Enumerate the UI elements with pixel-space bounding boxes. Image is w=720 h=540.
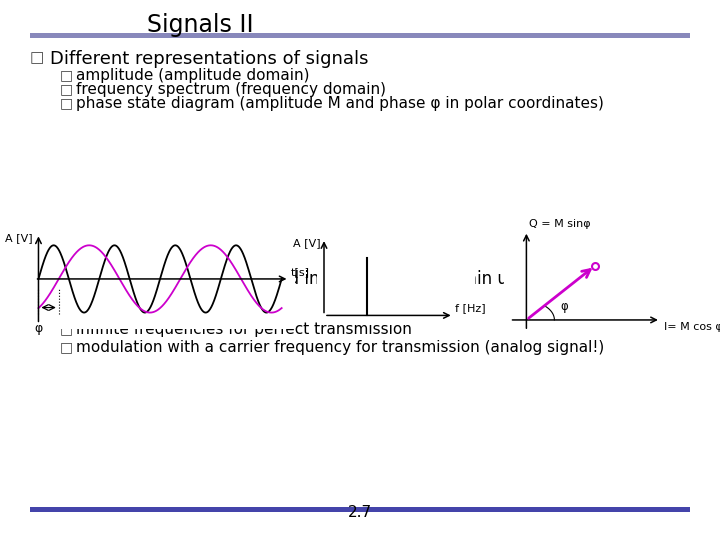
- Text: infinite frequencies for perfect transmission: infinite frequencies for perfect transmi…: [76, 322, 412, 337]
- Text: □: □: [30, 270, 45, 285]
- Text: A [V]: A [V]: [5, 233, 32, 244]
- Text: I= M cos φ: I= M cos φ: [664, 322, 720, 332]
- Text: φ: φ: [560, 300, 567, 313]
- Text: □: □: [30, 50, 45, 65]
- Text: Composed signals transferred into frequency domain using Fourier: Composed signals transferred into freque…: [50, 270, 606, 288]
- Text: 2.7: 2.7: [348, 505, 372, 520]
- Text: Q = M sinφ: Q = M sinφ: [529, 219, 591, 229]
- Bar: [30, 33, 690, 38]
- Text: □: □: [60, 68, 73, 82]
- Text: □: □: [60, 340, 73, 354]
- Text: modulation with a carrier frequency for transmission (analog signal!): modulation with a carrier frequency for …: [76, 340, 604, 355]
- Text: A [V]: A [V]: [293, 238, 320, 248]
- Text: amplitude (amplitude domain): amplitude (amplitude domain): [76, 68, 310, 83]
- Text: f [Hz]: f [Hz]: [456, 303, 486, 313]
- Text: □: □: [60, 96, 73, 110]
- Text: Digital signals need: Digital signals need: [50, 304, 214, 322]
- Text: □: □: [30, 304, 45, 319]
- Text: □: □: [60, 322, 73, 336]
- Text: t[s]: t[s]: [290, 267, 310, 277]
- Text: transformation: transformation: [50, 287, 174, 305]
- Text: φ: φ: [35, 322, 42, 335]
- Text: Different representations of signals: Different representations of signals: [50, 50, 369, 68]
- Text: Signals II: Signals II: [147, 13, 253, 37]
- Bar: [30, 507, 690, 512]
- Text: phase state diagram (amplitude M and phase φ in polar coordinates): phase state diagram (amplitude M and pha…: [76, 96, 604, 111]
- Text: frequency spectrum (frequency domain): frequency spectrum (frequency domain): [76, 82, 386, 97]
- Text: □: □: [60, 82, 73, 96]
